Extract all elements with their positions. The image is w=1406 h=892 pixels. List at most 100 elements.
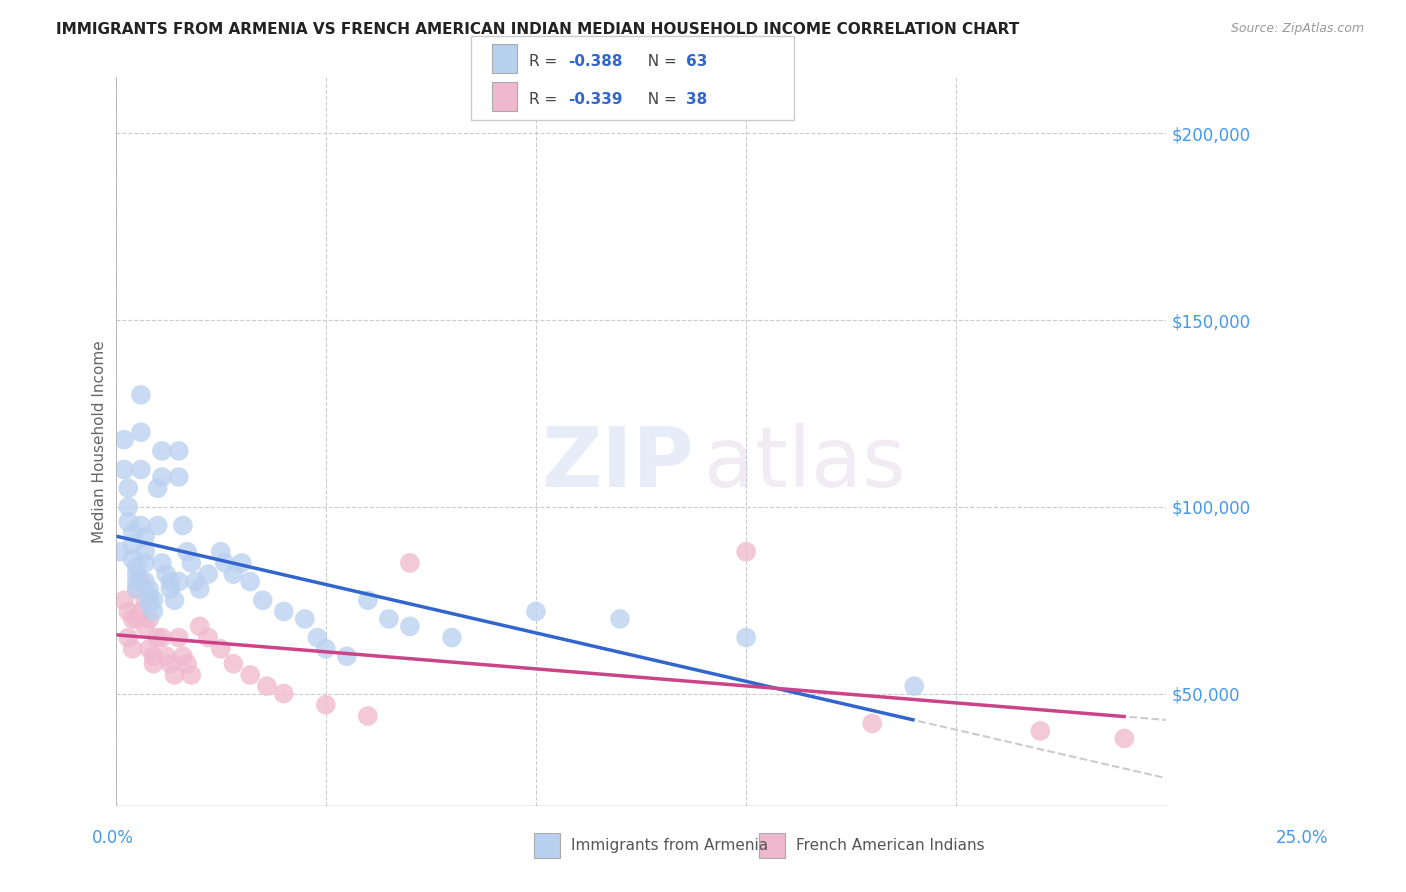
Point — [609, 612, 631, 626]
Point — [150, 470, 173, 484]
Text: N =: N = — [638, 92, 682, 107]
Point — [142, 593, 165, 607]
Point — [214, 556, 236, 570]
Point — [336, 649, 359, 664]
Point — [159, 657, 181, 671]
Point — [273, 604, 295, 618]
Point — [117, 481, 139, 495]
Point — [903, 679, 925, 693]
Point — [239, 574, 262, 589]
Point — [176, 545, 198, 559]
Y-axis label: Median Household Income: Median Household Income — [93, 340, 107, 543]
Point — [134, 574, 156, 589]
Point — [150, 631, 173, 645]
Point — [307, 631, 329, 645]
Text: 38: 38 — [686, 92, 707, 107]
Point — [155, 649, 177, 664]
Point — [1114, 731, 1136, 746]
Point — [134, 619, 156, 633]
Point — [180, 556, 202, 570]
Point — [125, 567, 148, 582]
Point — [138, 597, 160, 611]
Point — [150, 443, 173, 458]
Point — [357, 709, 380, 723]
Point — [125, 582, 148, 596]
Text: 25.0%: 25.0% — [1277, 829, 1329, 847]
Point — [159, 582, 181, 596]
Point — [138, 590, 160, 604]
Point — [167, 631, 190, 645]
Point — [197, 631, 219, 645]
Point — [188, 582, 211, 596]
Point — [134, 556, 156, 570]
Text: ZIP: ZIP — [541, 423, 693, 504]
Point — [524, 604, 547, 618]
Point — [112, 593, 135, 607]
Point — [163, 593, 186, 607]
Point — [735, 545, 758, 559]
Point — [121, 641, 143, 656]
Point — [273, 687, 295, 701]
Point — [129, 388, 152, 402]
Point — [112, 433, 135, 447]
Point — [167, 443, 190, 458]
Point — [167, 574, 190, 589]
Point — [180, 668, 202, 682]
Point — [121, 526, 143, 541]
Point — [121, 552, 143, 566]
Point — [860, 716, 883, 731]
Point — [172, 518, 194, 533]
Point — [125, 612, 148, 626]
Text: R =: R = — [529, 92, 562, 107]
Point — [129, 518, 152, 533]
Point — [357, 593, 380, 607]
Point — [138, 612, 160, 626]
Text: -0.388: -0.388 — [568, 54, 623, 69]
Point — [134, 530, 156, 544]
Point — [129, 574, 152, 589]
Point — [142, 649, 165, 664]
Text: Source: ZipAtlas.com: Source: ZipAtlas.com — [1230, 22, 1364, 36]
Point — [146, 631, 169, 645]
Point — [184, 574, 207, 589]
Point — [138, 582, 160, 596]
Point — [231, 556, 253, 570]
Point — [440, 631, 463, 645]
Point — [134, 545, 156, 559]
Point — [1029, 723, 1052, 738]
Point — [188, 619, 211, 633]
Point — [142, 657, 165, 671]
Point — [134, 593, 156, 607]
Text: atlas: atlas — [704, 423, 905, 504]
Point — [735, 631, 758, 645]
Point — [117, 515, 139, 529]
Point — [125, 574, 148, 589]
Point — [159, 574, 181, 589]
Point — [117, 500, 139, 514]
Point — [209, 641, 232, 656]
Point — [378, 612, 401, 626]
Point — [315, 641, 337, 656]
Point — [197, 567, 219, 582]
Point — [125, 559, 148, 574]
Text: French American Indians: French American Indians — [796, 838, 984, 853]
Point — [146, 481, 169, 495]
Point — [129, 425, 152, 440]
Point — [129, 604, 152, 618]
Point — [222, 567, 245, 582]
Point — [209, 545, 232, 559]
Point — [294, 612, 316, 626]
Text: Immigrants from Armenia: Immigrants from Armenia — [571, 838, 768, 853]
Text: 0.0%: 0.0% — [91, 829, 134, 847]
Point — [117, 631, 139, 645]
Point — [150, 556, 173, 570]
Point — [172, 649, 194, 664]
Point — [108, 545, 131, 559]
Point — [129, 462, 152, 476]
Point — [239, 668, 262, 682]
Point — [399, 556, 422, 570]
Point — [155, 567, 177, 582]
Point — [176, 657, 198, 671]
Point — [138, 641, 160, 656]
Point — [121, 537, 143, 551]
